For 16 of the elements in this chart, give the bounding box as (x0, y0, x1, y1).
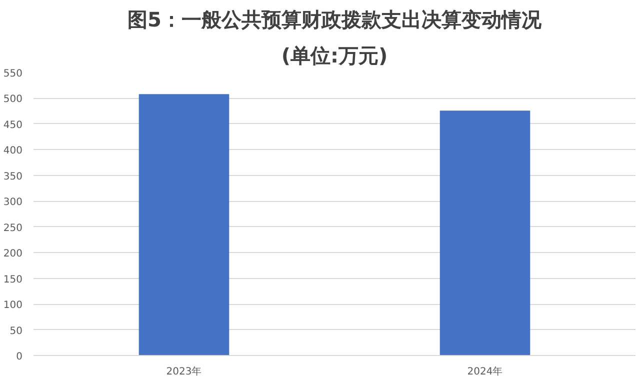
x-tick-label: 2023年 (166, 366, 202, 378)
y-tick-label: 450 (3, 120, 23, 131)
chart-subtitle: (单位:万元) (281, 44, 388, 68)
y-tick-label: 350 (3, 171, 23, 182)
y-tick-label: 250 (3, 222, 23, 234)
chart-title: 图5：一般公共预算财政拨款支出决算变动情况 (128, 8, 542, 32)
y-tick-label: 50 (10, 326, 23, 337)
y-tick-label: 100 (3, 300, 23, 312)
x-tick-label: 2024年 (467, 366, 503, 378)
y-tick-label: 500 (3, 94, 23, 106)
y-tick-label: 200 (3, 248, 23, 260)
y-tick-label: 0 (16, 352, 23, 362)
y-tick-label: 150 (3, 274, 23, 286)
y-tick-label: 400 (3, 146, 23, 157)
y-tick-label: 300 (3, 197, 23, 208)
y-tick-label: 550 (3, 68, 23, 80)
